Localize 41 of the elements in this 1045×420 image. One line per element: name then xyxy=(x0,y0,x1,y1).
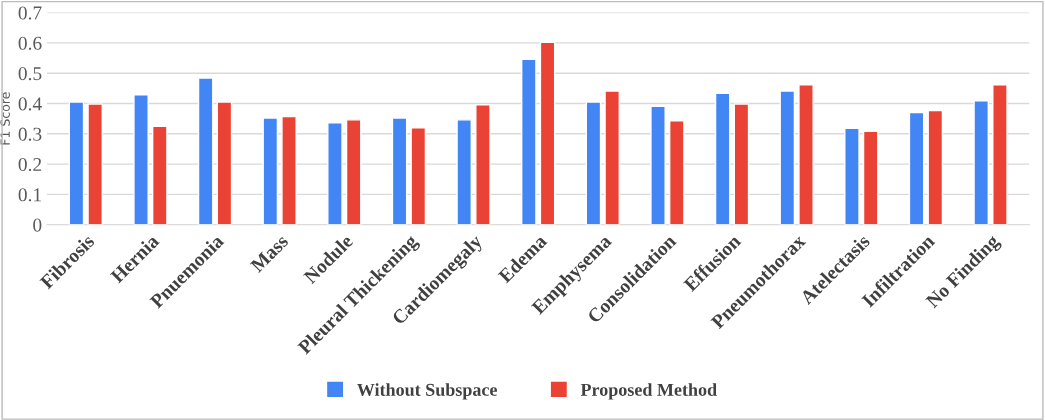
bar xyxy=(779,90,796,225)
bar xyxy=(281,115,297,225)
y-axis-title: F1 Score xyxy=(0,92,10,145)
bar xyxy=(668,120,685,225)
bar xyxy=(410,127,427,225)
bar xyxy=(68,101,85,225)
bar xyxy=(151,125,168,225)
y-tick-label: 0 xyxy=(33,218,42,232)
bar xyxy=(973,100,989,225)
bar xyxy=(733,103,750,225)
y-tick-label: 0.3 xyxy=(18,127,42,141)
bar xyxy=(521,58,537,225)
bar xyxy=(862,130,879,225)
y-tick-label: 0.1 xyxy=(18,188,41,202)
bar xyxy=(262,117,279,225)
bar xyxy=(650,105,666,225)
bar xyxy=(456,119,472,225)
bar xyxy=(539,41,556,225)
bar xyxy=(927,109,944,225)
y-tick-label: 0.4 xyxy=(18,97,42,111)
bar xyxy=(604,90,620,225)
bar xyxy=(345,119,362,225)
bar xyxy=(798,84,814,225)
bar xyxy=(908,111,925,225)
bar xyxy=(475,104,491,225)
bar xyxy=(992,84,1008,225)
legend-label: Without Subspace xyxy=(357,383,497,400)
bar xyxy=(844,127,860,225)
y-tick-label: 0.7 xyxy=(18,6,42,20)
legend-label: Proposed Method xyxy=(580,383,717,400)
bar xyxy=(133,94,149,225)
bar xyxy=(327,122,343,225)
bar xyxy=(87,103,103,225)
y-tick-label: 0.5 xyxy=(18,67,42,81)
bar xyxy=(216,101,233,225)
bar xyxy=(585,101,602,225)
bar xyxy=(714,92,731,225)
bar xyxy=(197,77,214,225)
y-tick-label: 0.2 xyxy=(18,157,42,172)
y-tick-label: 0.6 xyxy=(18,36,42,50)
bar xyxy=(391,117,408,225)
